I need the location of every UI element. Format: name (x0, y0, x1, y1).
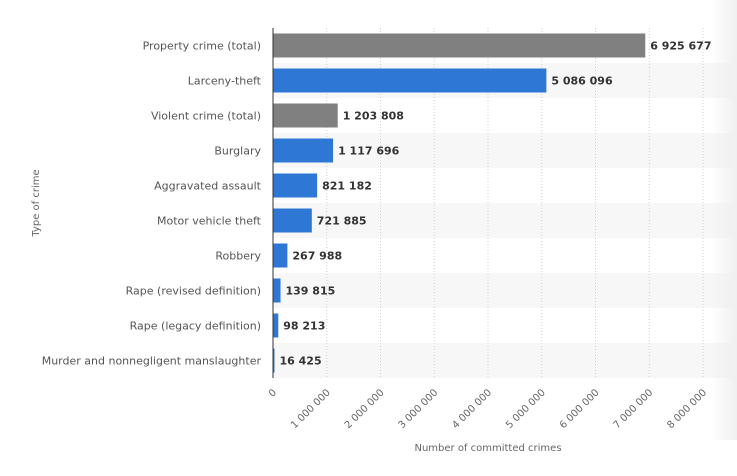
y-axis-title: Type of crime (31, 169, 42, 237)
x-tick-label: 8 000 000 (665, 387, 709, 431)
value-labels: 6 925 677 5 086 096 1 203 808 1 117 696 821 … (280, 40, 712, 368)
bar (273, 103, 338, 128)
x-tick-label: 3 000 000 (397, 387, 441, 431)
bars (273, 33, 646, 373)
category-label: Murder and nonnegligent manslaughter (42, 355, 262, 368)
x-tick-label: 6 000 000 (558, 387, 602, 431)
x-tick-labels: 0 1 000 000 2 000 000 3 000 000 4 000 000 5 0… (267, 387, 709, 431)
bar (273, 33, 646, 58)
row-band (273, 133, 733, 168)
row-band (273, 273, 733, 308)
bar (273, 348, 275, 373)
row-band (273, 203, 733, 238)
category-label: Violent crime (total) (151, 110, 261, 123)
row-bands (273, 63, 733, 378)
bar-value-label: 1 203 808 (343, 110, 404, 123)
category-label: Rape (legacy definition) (130, 320, 261, 333)
bar (273, 173, 318, 198)
bar-value-label: 821 182 (322, 180, 372, 193)
bar-value-label: 267 988 (292, 250, 342, 263)
bar (273, 313, 279, 338)
bar-value-label: 5 086 096 (551, 75, 613, 88)
x-tick-label: 4 000 000 (450, 387, 494, 431)
bar (273, 138, 334, 163)
category-label: Motor vehicle theft (157, 215, 262, 228)
bar-value-label: 139 815 (286, 285, 336, 298)
bar (273, 278, 281, 303)
row-band (273, 343, 733, 378)
bar-value-label: 721 885 (317, 215, 367, 228)
bar-value-label: 6 925 677 (650, 40, 711, 53)
x-tick-label: 7 000 000 (612, 387, 656, 431)
bar (273, 243, 288, 268)
category-label: Robbery (215, 250, 261, 263)
x-axis-title: Number of committed crimes (414, 443, 561, 454)
category-label: Aggravated assault (154, 180, 262, 193)
bar-value-label: 1 117 696 (338, 145, 400, 158)
bar-value-label: 16 425 (280, 355, 322, 368)
x-tick-label: 2 000 000 (343, 387, 387, 431)
x-tick-label: 5 000 000 (504, 387, 548, 431)
category-label: Rape (revised definition) (126, 285, 261, 298)
bar-value-label: 98 213 (283, 320, 325, 333)
grid-lines (326, 28, 704, 378)
category-label: Property crime (total) (143, 40, 261, 53)
bar (273, 208, 312, 233)
category-labels: Property crime (total) Larceny-theft Viole… (42, 40, 262, 368)
category-label: Larceny-theft (188, 75, 262, 88)
x-tick-label: 0 (267, 387, 279, 399)
bar (273, 68, 547, 93)
x-tick-label: 1 000 000 (289, 387, 333, 431)
category-label: Burglary (214, 145, 261, 158)
